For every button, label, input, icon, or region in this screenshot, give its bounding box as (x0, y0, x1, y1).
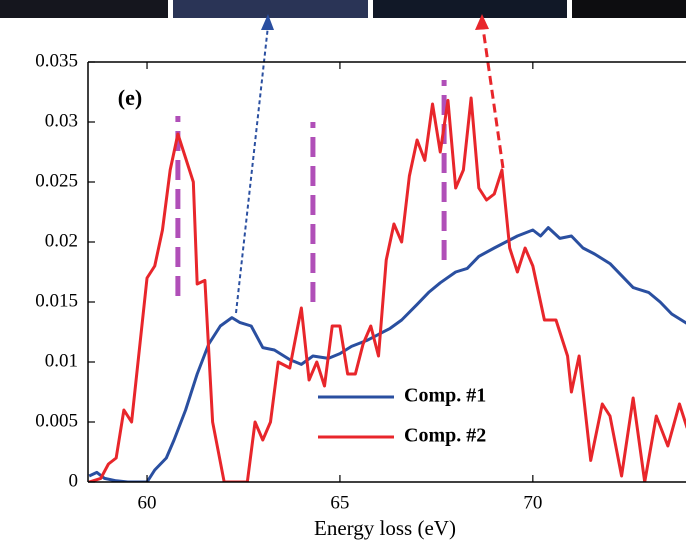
y-tick-label: 0.015 (35, 290, 78, 311)
legend-label: Comp. #2 (404, 425, 486, 447)
plot-area (88, 80, 686, 482)
series-line (88, 226, 686, 482)
y-tick-label: 0.005 (35, 410, 78, 431)
legend-label: Comp. #1 (404, 385, 486, 407)
y-tick-label: 0.025 (35, 170, 78, 191)
x-axis-label: Energy loss (eV) (314, 516, 456, 540)
y-tick-label: 0.035 (35, 50, 78, 71)
panel-label: (e) (118, 85, 142, 110)
x-tick-label: 65 (330, 492, 349, 513)
image-strip (0, 0, 686, 18)
series-line (88, 96, 686, 482)
series-group (88, 80, 686, 482)
y-tick-label: 0.03 (45, 110, 78, 131)
y-tick-label: 0.02 (45, 230, 78, 251)
x-tick-label: 60 (138, 492, 157, 513)
x-tick-label: 70 (523, 492, 542, 513)
y-tick-label: 0.01 (45, 350, 78, 371)
arrows (235, 14, 505, 314)
y-tick-label: 0 (69, 470, 79, 491)
